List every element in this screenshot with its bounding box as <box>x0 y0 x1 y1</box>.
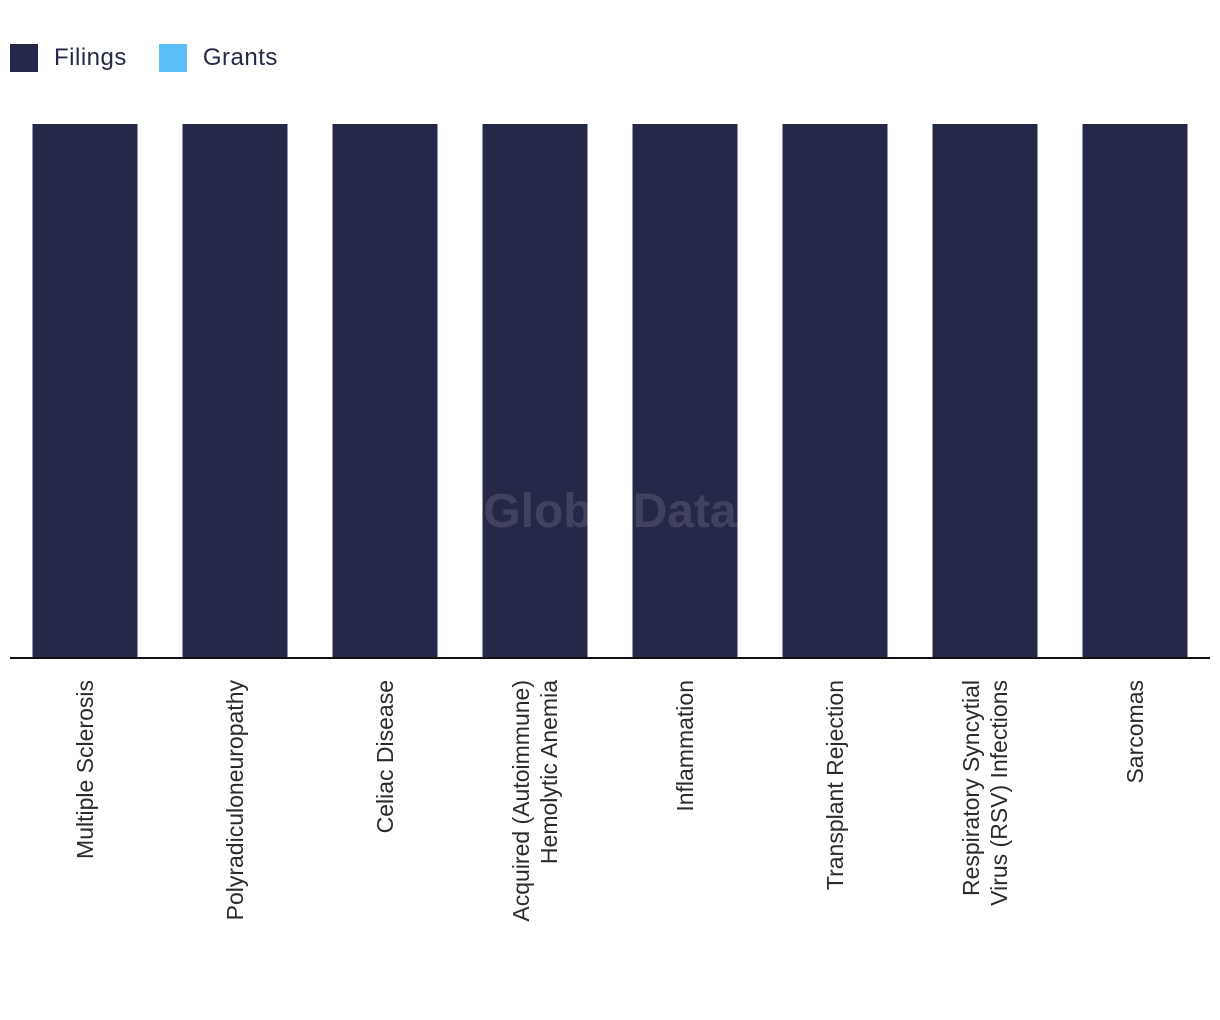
legend-label-filings: Filings <box>54 44 127 71</box>
x-tick-label-6: Respiratory SyncytialVirus (RSV) Infecti… <box>958 680 1012 906</box>
legend-item-filings[interactable]: Filings <box>10 44 127 72</box>
x-tick-label-4: Inflammation <box>672 680 698 812</box>
legend-item-grants[interactable]: Grants <box>158 44 278 72</box>
x-tick-label-3: Acquired (Autoimmune)Hemolytic Anemia <box>508 680 562 922</box>
bar-filings-6[interactable] <box>932 124 1038 658</box>
legend-swatch-filings <box>10 44 38 72</box>
x-tick-label-5: Transplant Rejection <box>822 680 848 890</box>
bar-filings-5[interactable] <box>782 124 888 658</box>
bar-filings-7[interactable] <box>1082 124 1188 658</box>
bar-filings-4[interactable] <box>632 124 738 658</box>
bar-filings-3[interactable] <box>482 124 588 658</box>
legend-swatch-grants <box>158 44 187 72</box>
legend-label-grants: Grants <box>202 44 278 71</box>
x-tick-label-2: Celiac Disease <box>372 680 398 833</box>
x-tick-label-7: Sarcomas <box>1122 680 1148 784</box>
bar-filings-2[interactable] <box>332 124 438 658</box>
bar-filings-1[interactable] <box>182 124 288 658</box>
legend: Filings Grants <box>10 44 310 72</box>
bar-filings-0[interactable] <box>32 124 138 658</box>
x-tick-label-1: Polyradiculoneuropathy <box>222 680 248 921</box>
x-tick-label-0: Multiple Sclerosis <box>72 680 98 859</box>
watermark: GlobalData <box>483 485 737 538</box>
